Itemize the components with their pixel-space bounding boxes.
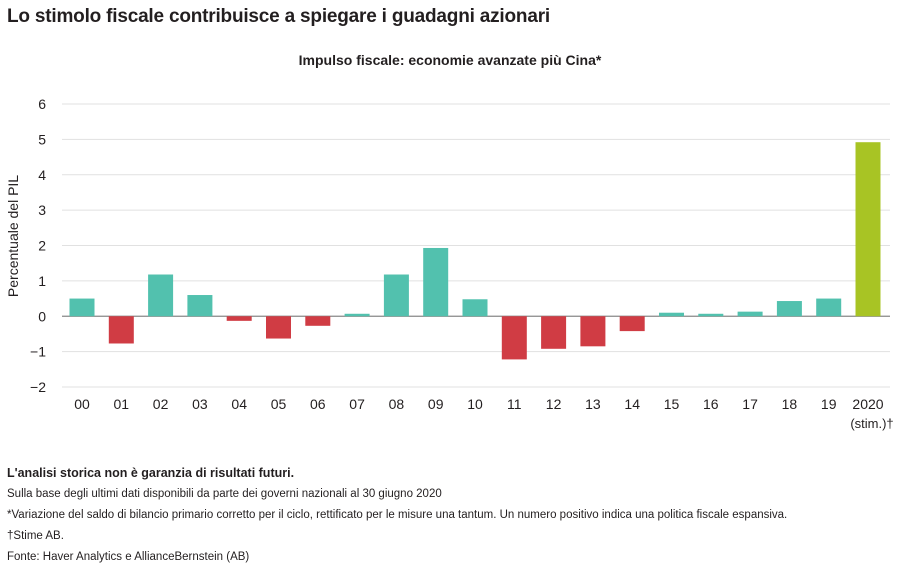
x-tick-label: 19 [821,396,837,412]
bar-00 [69,298,95,317]
x-tick-label: 2020 [852,396,883,412]
x-tick-label: 09 [428,396,444,412]
x-tick-label: 07 [349,396,365,412]
y-tick-label: 6 [38,96,46,112]
y-tick-label: 5 [38,131,46,147]
x-tick-label: 16 [703,396,719,412]
disclaimer-text: L'analisi storica non è garanzia di risu… [7,466,295,480]
bar-01 [108,316,134,344]
bar-06 [305,316,331,326]
y-tick-label: −2 [30,379,46,395]
x-tick-label: 08 [389,396,405,412]
bar-05 [266,316,291,339]
y-axis-ticks: −2 −1 0 1 2 3 4 5 6 [30,96,46,395]
footnote-estimates: †Stime AB. [7,530,64,542]
x-tick-label: 03 [192,396,208,412]
y-tick-label: 2 [38,238,46,254]
gridlines [62,103,890,388]
source-note: Fonte: Haver Analytics e AllianceBernste… [7,551,250,563]
footnote-definition: *Variazione del saldo di bilancio primar… [7,509,788,521]
chart-footer: L'analisi storica non è garanzia di risu… [7,464,893,568]
bar-15 [659,312,684,317]
x-tick-label: 17 [742,396,758,412]
y-tick-label: 1 [38,273,46,289]
page-title: Lo stimolo fiscale contribuisce a spiega… [7,6,550,27]
y-tick-label: 3 [38,202,46,218]
bar-19 [816,298,842,317]
bar-03 [187,295,213,317]
y-tick-label: −1 [30,344,46,360]
x-tick-label: 04 [231,396,247,412]
y-axis-label: Percentuale del PIL [5,175,21,297]
x-tick-label: 14 [624,396,640,412]
y-tick-label: 0 [38,308,46,324]
bar-16 [698,313,724,317]
x-tick-label: 00 [74,396,90,412]
x-tick-label: 12 [546,396,562,412]
x-tick-sublabel: (stim.)† [850,416,893,431]
x-tick-label: 11 [507,396,522,412]
bar-18 [776,301,802,317]
chart-title: Impulso fiscale: economie avanzate più C… [298,52,602,68]
x-tick-label: 02 [153,396,169,412]
bar-2020 [855,142,881,317]
x-tick-label: 15 [664,396,680,412]
bar-17 [737,311,763,317]
x-tick-label: 13 [585,396,601,412]
bar-08 [383,274,409,317]
bar-13 [580,316,606,347]
bar-12 [541,316,567,349]
x-tick-label: 05 [271,396,287,412]
bar-07 [344,313,370,317]
x-axis-ticks: 00 01 02 03 04 05 06 07 08 09 10 11 12 13 14 15 16 17 18 19… [74,396,893,431]
y-tick-label: 4 [38,167,46,183]
x-tick-label: 18 [782,396,798,412]
bar-04 [226,316,252,321]
bar-09 [423,247,449,317]
footnote-data-basis: Sulla base degli ultimi dati disponibili… [7,488,442,500]
bars [69,142,881,360]
x-tick-label: 06 [310,396,326,412]
x-tick-label: 01 [114,396,130,412]
x-tick-label: 10 [467,396,483,412]
bar-02 [148,274,174,317]
bar-11 [501,316,527,360]
bar-10 [462,299,488,317]
bar-14 [619,316,645,332]
